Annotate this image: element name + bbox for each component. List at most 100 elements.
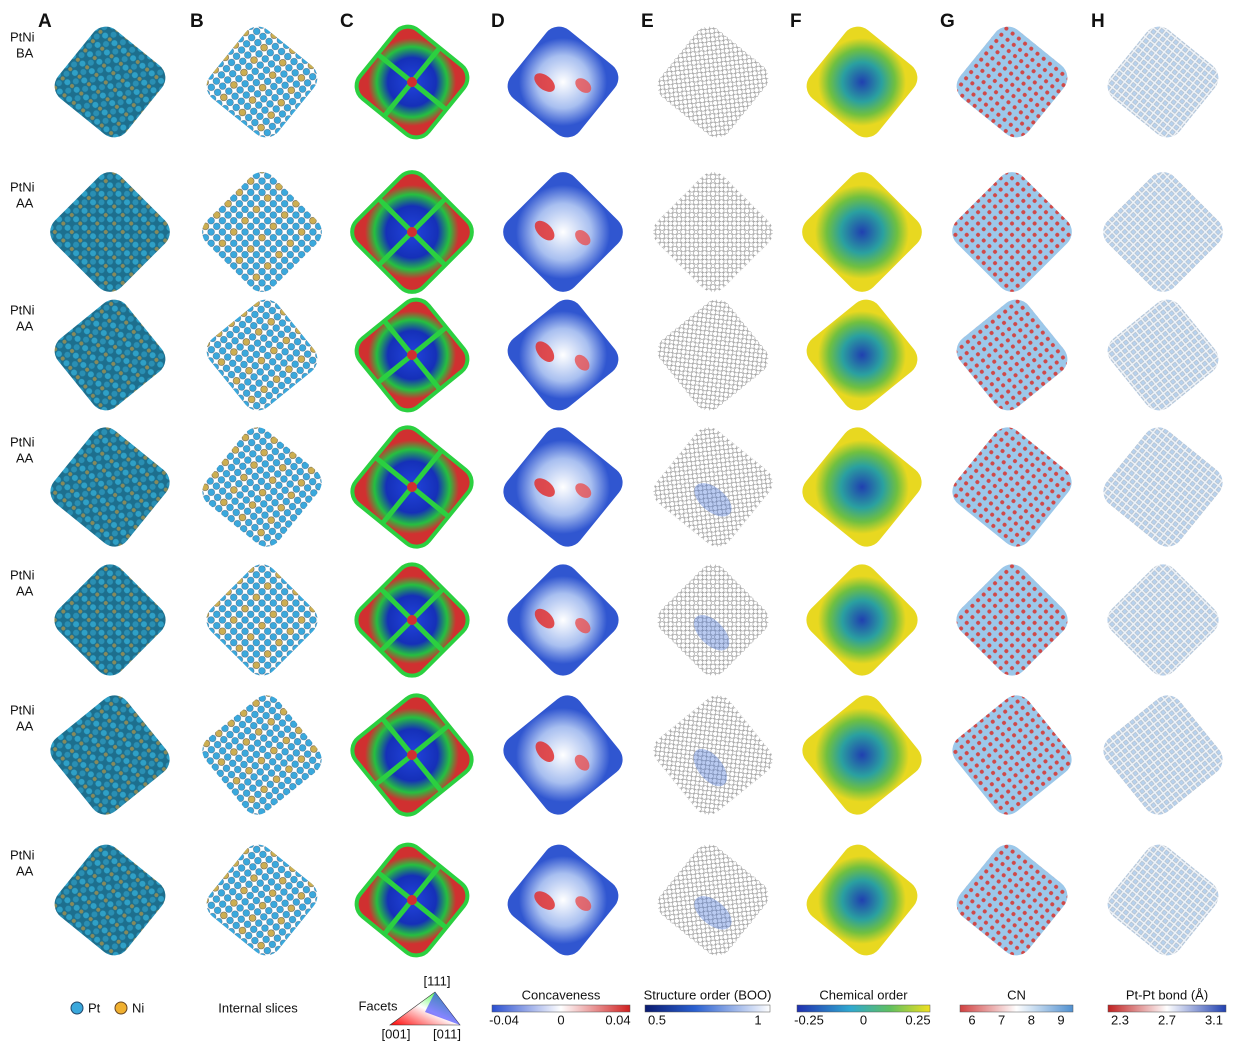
particle xyxy=(653,695,773,815)
column-letter: F xyxy=(790,11,802,32)
particle-body xyxy=(507,299,619,411)
particle xyxy=(206,299,318,411)
particle xyxy=(806,299,918,411)
particle-body xyxy=(1107,844,1219,956)
ni-label: Ni xyxy=(132,1000,144,1015)
particle xyxy=(503,695,623,815)
row-label: AA xyxy=(16,195,34,210)
row-label: AA xyxy=(16,863,34,878)
facet-node xyxy=(407,350,417,360)
particle-body xyxy=(952,172,1072,292)
particle xyxy=(802,172,922,292)
particle xyxy=(507,564,619,676)
concave-spot xyxy=(534,891,555,910)
particle-body xyxy=(653,172,773,292)
concave-spot xyxy=(535,341,555,362)
particle xyxy=(1107,299,1219,411)
row-label: AA xyxy=(16,583,34,598)
colorbar-tick-label: 7 xyxy=(998,1012,1005,1027)
particle-body xyxy=(54,26,166,138)
order-patch xyxy=(693,615,730,651)
colorbar xyxy=(644,1004,771,1013)
particle xyxy=(956,844,1068,956)
particle xyxy=(1107,26,1219,138)
order-patch xyxy=(694,483,732,517)
order-patch xyxy=(693,748,727,787)
slices-label: Internal slices xyxy=(218,1000,298,1015)
particle xyxy=(54,564,166,676)
facet-node xyxy=(407,615,417,625)
colorbar-tick-label: -0.25 xyxy=(794,1012,824,1027)
row-label: AA xyxy=(16,450,34,465)
particle xyxy=(206,844,318,956)
facets-right: [011] xyxy=(433,1026,461,1041)
column-letter: D xyxy=(491,11,505,32)
colorbar-tick-label: 0 xyxy=(860,1012,867,1027)
particle-body xyxy=(1103,695,1223,815)
particle xyxy=(1107,564,1219,676)
particle xyxy=(507,26,619,138)
column-letter: A xyxy=(38,11,52,32)
colorbar-tick-label: 8 xyxy=(1028,1012,1035,1027)
facets-triangle-blue xyxy=(425,992,460,1025)
particle-body xyxy=(653,427,773,547)
column-letter: B xyxy=(190,11,204,32)
concave-spot xyxy=(575,78,592,93)
particle-body xyxy=(1107,564,1219,676)
particle-body xyxy=(503,695,623,815)
concave-spot xyxy=(535,741,555,762)
particle xyxy=(802,427,922,547)
particle xyxy=(54,26,166,138)
particle xyxy=(653,427,773,547)
row-label: PtNi xyxy=(10,434,35,449)
ni-overlay xyxy=(206,844,318,956)
particle-body xyxy=(952,427,1072,547)
colorbar-title: CN xyxy=(1007,987,1026,1002)
row-label: AA xyxy=(16,318,34,333)
colorbar xyxy=(1107,1004,1227,1013)
row-label: PtNi xyxy=(10,847,35,862)
pt-swatch xyxy=(70,1001,84,1015)
particle-body xyxy=(806,299,918,411)
particle xyxy=(956,299,1068,411)
particle-body xyxy=(657,26,769,138)
column-letter: H xyxy=(1091,11,1105,32)
colorbar-title: Pt-Pt bond (Å) xyxy=(1126,987,1208,1002)
particle xyxy=(1107,844,1219,956)
particle-body xyxy=(1107,299,1219,411)
facet-node xyxy=(407,750,417,760)
particle-body xyxy=(1103,172,1223,292)
row-label: AA xyxy=(16,718,34,733)
colorbar xyxy=(796,1004,931,1013)
particle-body xyxy=(806,844,918,956)
ni-swatch xyxy=(114,1001,128,1015)
particle-body xyxy=(507,26,619,138)
particle xyxy=(507,844,619,956)
concave-spot xyxy=(575,618,591,634)
particle xyxy=(806,844,918,956)
particle xyxy=(354,297,470,413)
particle xyxy=(806,564,918,676)
pt-label: Pt xyxy=(88,1000,101,1015)
row-label: PtNi xyxy=(10,702,35,717)
facets-title: Facets xyxy=(358,998,398,1013)
particle xyxy=(806,26,918,138)
particle xyxy=(952,172,1072,292)
particle xyxy=(653,172,773,292)
colorbar-tick-label: 2.3 xyxy=(1111,1012,1129,1027)
particle xyxy=(1103,172,1223,292)
colorbar-title: Concaveness xyxy=(522,987,601,1002)
particle-body xyxy=(956,26,1068,138)
particle-body xyxy=(54,299,166,411)
particle-body xyxy=(802,427,922,547)
concave-spot xyxy=(575,230,591,246)
particle-body xyxy=(956,299,1068,411)
particle xyxy=(54,844,166,956)
particle-body xyxy=(1103,427,1223,547)
column-letter: G xyxy=(940,11,955,32)
colorbar-tick-label: 0.04 xyxy=(605,1012,630,1027)
particle-body xyxy=(956,844,1068,956)
concave-spot xyxy=(575,896,592,911)
particle xyxy=(1103,695,1223,815)
